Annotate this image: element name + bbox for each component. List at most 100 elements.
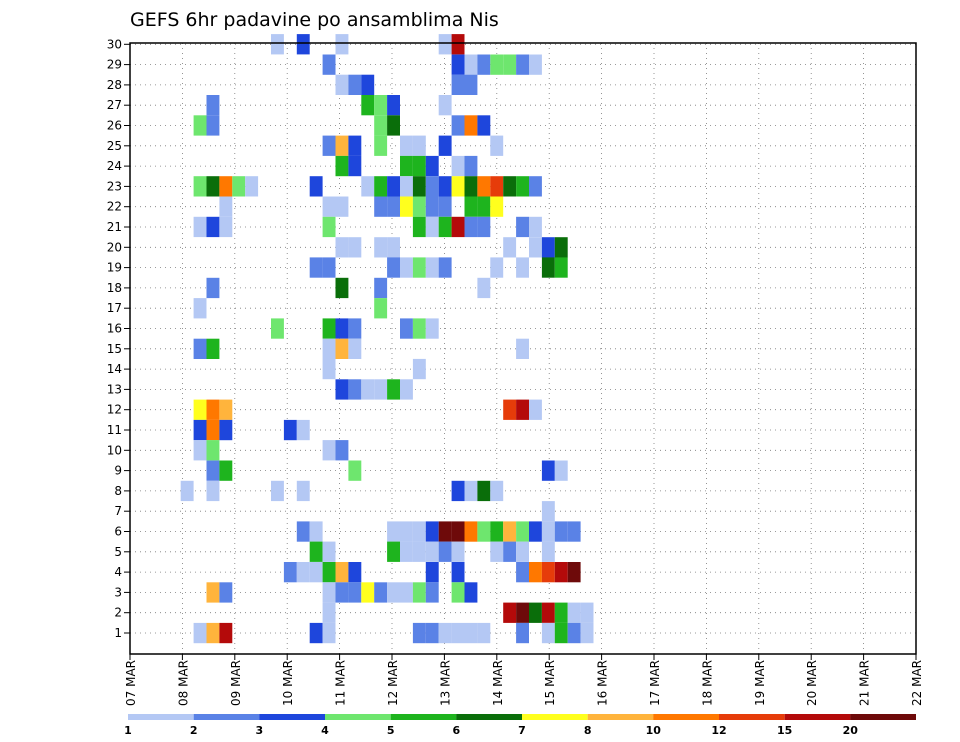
heatmap-cell — [361, 379, 375, 400]
y-tick-label: 21 — [107, 220, 122, 234]
heatmap-cell — [335, 379, 349, 400]
heatmap-cell — [387, 257, 400, 278]
heatmap-cell — [193, 399, 207, 420]
heatmap-cell — [219, 582, 233, 603]
heatmap-cell — [541, 257, 555, 278]
heatmap-cell — [438, 95, 452, 116]
colorbar-label: 8 — [584, 724, 592, 737]
heatmap-cell — [348, 318, 362, 339]
heatmap-cell — [335, 338, 349, 359]
heatmap-cell — [529, 521, 542, 542]
colorbar-segment — [456, 714, 522, 720]
heatmap-cell — [554, 602, 568, 623]
heatmap-cell — [374, 176, 388, 197]
heatmap-cell — [529, 602, 542, 623]
y-tick-label: 28 — [107, 78, 122, 92]
x-tick-label: 11 MAR — [334, 660, 348, 706]
heatmap-cell — [193, 440, 207, 461]
heatmap-cell — [219, 216, 233, 238]
heatmap-cell — [554, 237, 568, 258]
heatmap-cell — [529, 237, 542, 258]
heatmap-cell — [541, 562, 555, 583]
heatmap-cell — [206, 440, 220, 461]
y-tick-label: 22 — [107, 200, 122, 214]
heatmap-cell — [309, 176, 323, 197]
x-tick-label: 17 MAR — [648, 660, 662, 706]
heatmap-cell — [400, 196, 413, 217]
heatmap-cell — [464, 480, 478, 502]
heatmap-cell — [335, 318, 349, 339]
colorbar: 1 2 3 4 5 6 7 8 10 12 15 20 — [124, 714, 916, 737]
heatmap-cell — [180, 480, 194, 502]
heatmap-cell — [477, 521, 491, 542]
heatmap-cell — [451, 541, 465, 562]
heatmap-cell — [516, 176, 529, 197]
heatmap-cell — [206, 622, 220, 644]
heatmap-cell — [451, 622, 465, 644]
heatmap-cell — [322, 541, 336, 562]
heatmap-cell — [425, 318, 439, 339]
heatmap-cell — [400, 135, 413, 156]
heatmap-cell — [425, 521, 439, 542]
x-tick-label: 18 MAR — [700, 660, 714, 706]
y-tick-label: 5 — [114, 545, 122, 559]
heatmap-cell — [206, 216, 220, 238]
heatmap-cell — [322, 257, 336, 278]
y-tick-label: 13 — [107, 382, 122, 396]
y-tick-label: 9 — [114, 464, 122, 478]
heatmap-cell — [438, 135, 452, 156]
heatmap-cell — [219, 399, 233, 420]
heatmap-cell — [361, 74, 375, 95]
heatmap-cell — [219, 176, 233, 197]
heatmap-cell — [490, 135, 504, 156]
heatmap-cell — [193, 216, 207, 238]
heatmap-cell — [425, 176, 439, 197]
y-tick-label: 16 — [107, 322, 122, 336]
heatmap-cell — [554, 562, 568, 583]
y-tick-label: 4 — [114, 565, 122, 579]
heatmap-cell — [412, 176, 426, 197]
colorbar-label: 1 — [124, 724, 132, 737]
heatmap-cell — [400, 257, 413, 278]
y-tick-label: 3 — [114, 585, 122, 599]
heatmap-cell — [374, 298, 388, 319]
heatmap-cell — [348, 562, 362, 583]
heatmap-cell — [412, 521, 426, 542]
heatmap-cell — [490, 54, 504, 75]
heatmap-cell — [477, 480, 491, 502]
y-tick-label: 1 — [114, 626, 122, 640]
heatmap-cell — [271, 34, 284, 55]
heatmap-cell — [348, 460, 362, 481]
heatmap-cell — [322, 562, 336, 583]
colorbar-label: 3 — [255, 724, 263, 737]
heatmap-cell — [335, 277, 349, 299]
heatmap-cell — [503, 237, 517, 258]
heatmap-cell — [516, 257, 529, 278]
x-tick-label: 21 MAR — [858, 660, 872, 706]
heatmap-cell — [412, 216, 426, 238]
x-axis-ticks: 07 MAR 08 MAR 09 MAR 10 MAR 11 MAR 12 MAR 13 M… — [124, 654, 924, 706]
colorbar-segment — [784, 714, 851, 720]
y-tick-label: 23 — [107, 179, 122, 193]
heatmap-cell — [271, 480, 284, 502]
heatmap-cell — [296, 480, 310, 502]
x-tick-label: 13 MAR — [438, 660, 452, 706]
heatmap-cell — [503, 541, 517, 562]
heatmap-cell — [464, 115, 478, 136]
heatmap-cell — [335, 582, 349, 603]
heatmap-cell — [477, 277, 491, 299]
heatmap-cell — [400, 521, 413, 542]
heatmap-cells — [180, 34, 594, 644]
heatmap-cell — [335, 155, 349, 177]
heatmap-cell — [232, 176, 246, 197]
heatmap-cell — [516, 602, 529, 623]
heatmap-cell — [400, 155, 413, 177]
heatmap-cell — [374, 95, 388, 116]
heatmap-cell — [206, 95, 220, 116]
x-tick-label: 09 MAR — [229, 660, 243, 706]
heatmap-cell — [529, 176, 542, 197]
heatmap-cell — [206, 399, 220, 420]
y-tick-label: 19 — [107, 261, 122, 275]
heatmap-cell — [529, 399, 542, 420]
heatmap-cell — [400, 176, 413, 197]
